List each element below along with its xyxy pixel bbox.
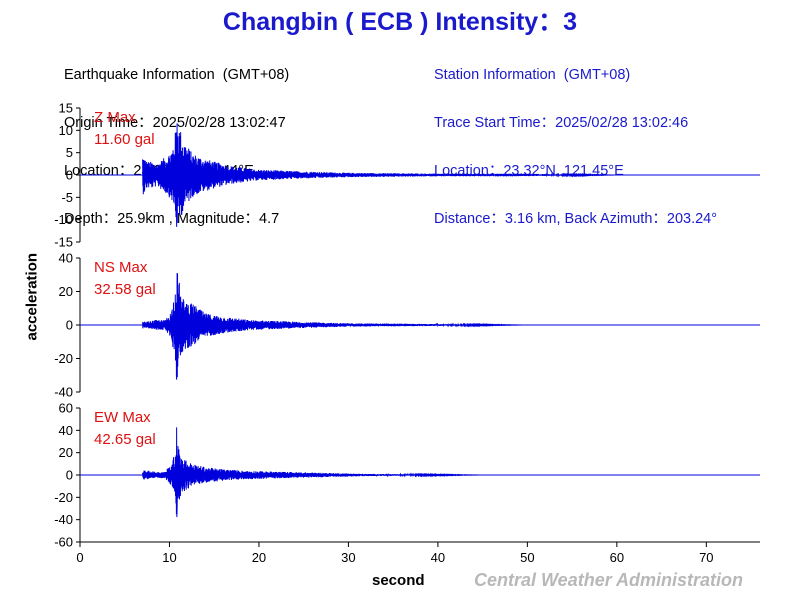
y-axis-title: acceleration — [23, 252, 41, 341]
y-tick-label-z: 15 — [59, 101, 73, 116]
y-tick-label-ns: -20 — [54, 351, 73, 366]
y-tick-label-z: -5 — [61, 190, 73, 205]
x-tick-label: 70 — [699, 550, 713, 565]
y-tick-label-ns: 0 — [66, 318, 73, 333]
station-distance: Distance：3.16 km, Back Azimuth：203.24° — [434, 211, 718, 227]
eq-depth-magnitude: Depth：25.9km , Magnitude：4.7 — [64, 211, 280, 227]
max-value-ew: 42.65 gal — [94, 431, 156, 448]
y-tick-label-ew: 20 — [59, 445, 73, 460]
y-tick-label-ew: 60 — [59, 401, 73, 416]
credit-text: Central Weather Administration — [474, 570, 744, 590]
y-tick-label-ew: -60 — [54, 535, 73, 550]
max-label-ew: EW Max — [94, 409, 151, 426]
y-tick-label-z: -15 — [54, 235, 73, 250]
max-label-z: Z Max — [94, 109, 136, 126]
max-value-ns: 32.58 gal — [94, 281, 156, 298]
x-tick-label: 50 — [520, 550, 534, 565]
y-tick-label-ns: -40 — [54, 385, 73, 400]
x-axis-title: second — [372, 572, 425, 589]
y-tick-label-ew: 0 — [66, 468, 73, 483]
x-tick-label: 0 — [76, 550, 83, 565]
waveform-ns — [142, 273, 617, 380]
waveform-z — [142, 123, 617, 227]
waveform-ew — [142, 427, 617, 518]
eq-info-heading: Earthquake Information (GMT+08) — [64, 67, 290, 83]
y-tick-label-z: 0 — [66, 168, 73, 183]
y-tick-label-ns: 20 — [59, 284, 73, 299]
max-value-z: 11.60 gal — [94, 131, 155, 148]
y-tick-label-z: 5 — [66, 145, 73, 160]
eq-origin-time: Origin Time：2025/02/28 13:02:47 — [64, 115, 286, 131]
x-tick-label: 30 — [341, 550, 355, 565]
x-tick-label: 10 — [162, 550, 176, 565]
max-label-ns: NS Max — [94, 259, 148, 276]
x-tick-label: 20 — [252, 550, 266, 565]
y-tick-label-z: 10 — [59, 123, 73, 138]
y-tick-label-z: -10 — [54, 212, 73, 227]
x-tick-label: 60 — [610, 550, 624, 565]
y-tick-label-ew: 40 — [59, 423, 73, 438]
chart-title: Changbin ( ECB ) Intensity：3 — [222, 8, 578, 36]
x-tick-label: 40 — [431, 550, 445, 565]
station-info-heading: Station Information (GMT+08) — [434, 67, 631, 83]
station-trace-start: Trace Start Time：2025/02/28 13:02:46 — [434, 115, 689, 131]
y-tick-label-ns: 40 — [59, 251, 73, 266]
y-tick-label-ew: -20 — [54, 490, 73, 505]
station-info: Station Information (GMT+08) Trace Start… — [434, 35, 717, 243]
y-tick-label-ew: -40 — [54, 512, 73, 527]
